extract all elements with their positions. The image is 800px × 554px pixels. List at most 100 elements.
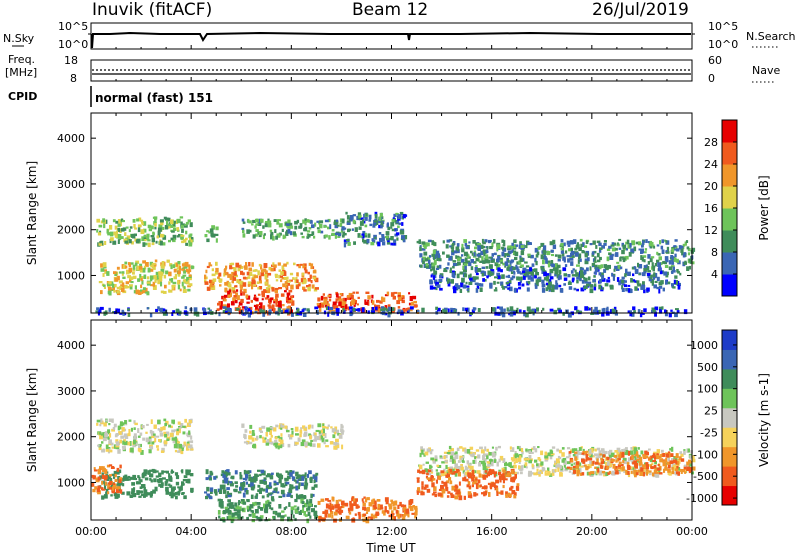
- echo-cell: [171, 429, 175, 433]
- echo-cell: [601, 308, 605, 312]
- echo-cell: [161, 261, 165, 266]
- echo-cell: [559, 288, 564, 293]
- echo-cell: [543, 245, 547, 251]
- echo-cell: [340, 500, 345, 506]
- echo-cell: [490, 260, 494, 263]
- echo-cell: [103, 475, 108, 480]
- echo-cell: [132, 219, 136, 223]
- echo-cell: [124, 420, 127, 425]
- echo-cell: [510, 485, 514, 489]
- echo-cell: [113, 271, 117, 275]
- echo-cell: [514, 474, 517, 479]
- echo-cell: [113, 470, 117, 475]
- echo-cell: [137, 448, 142, 452]
- echo-cell: [450, 279, 454, 284]
- echo-cell: [246, 271, 250, 276]
- echo-cell: [253, 476, 256, 480]
- echo-cell: [534, 459, 538, 463]
- echo-cell: [176, 262, 179, 267]
- echo-cell: [250, 482, 254, 488]
- echo-cell: [311, 508, 314, 512]
- echo-cell: [211, 279, 215, 284]
- echo-cell: [102, 437, 107, 442]
- echo-cell: [135, 260, 140, 264]
- echo-cell: [566, 240, 571, 245]
- echo-cell: [150, 479, 153, 483]
- echo-cell: [248, 435, 253, 440]
- echo-cell: [324, 234, 328, 238]
- echo-cell: [641, 272, 646, 277]
- echo-cell: [619, 256, 624, 259]
- echo-cell: [331, 505, 335, 510]
- echo-cell: [596, 240, 601, 244]
- echo-cell: [116, 266, 120, 270]
- echo-cell: [395, 509, 398, 514]
- echo-cell: [93, 467, 96, 470]
- echo-cell: [436, 284, 441, 288]
- echo-cell: [266, 494, 270, 498]
- echo-cell: [476, 276, 479, 280]
- echo-cell: [163, 440, 168, 445]
- echo-cell: [175, 308, 180, 314]
- echo-cell: [421, 449, 424, 455]
- echo-cell: [427, 259, 431, 264]
- echo-cell: [615, 459, 618, 463]
- echo-cell: [424, 484, 429, 488]
- echo-cell: [461, 455, 465, 459]
- echo-cell: [225, 494, 228, 499]
- echo-cell: [449, 458, 454, 462]
- echo-cell: [630, 447, 633, 450]
- echo-cell: [269, 504, 272, 510]
- echo-cell: [397, 306, 401, 309]
- echo-cell: [106, 477, 110, 481]
- echo-cell: [332, 434, 336, 439]
- echo-cell: [281, 510, 285, 513]
- echo-cell: [166, 220, 169, 226]
- echo-cell: [187, 269, 192, 273]
- echo-cell: [474, 456, 477, 460]
- echo-cell: [254, 473, 258, 477]
- echo-cell: [244, 265, 248, 270]
- echo-cell: [606, 463, 610, 467]
- echo-cell: [365, 518, 370, 524]
- colorbar-segment: [722, 230, 737, 253]
- echo-cell: [132, 474, 136, 479]
- echo-cell: [462, 477, 467, 482]
- echo-cell: [262, 488, 266, 492]
- echo-cell: [296, 480, 299, 484]
- echo-cell: [280, 489, 285, 495]
- echo-cell: [219, 284, 222, 287]
- echo-cell: [406, 508, 409, 513]
- echo-cell: [475, 493, 479, 496]
- echo-cell: [643, 251, 647, 254]
- echo-cell: [537, 279, 541, 282]
- echo-cell: [217, 510, 221, 515]
- echo-cell: [321, 437, 325, 443]
- echo-cell: [400, 311, 404, 316]
- echo-cell: [248, 267, 252, 272]
- echo-cell: [513, 244, 516, 248]
- echo-cell: [236, 295, 240, 301]
- echo-cell: [477, 470, 480, 474]
- echo-cell: [177, 280, 180, 285]
- echo-cell: [561, 252, 565, 257]
- echo-cell: [304, 496, 307, 499]
- echo-cell: [220, 501, 224, 506]
- echo-cell: [190, 435, 193, 440]
- echo-cell: [365, 511, 369, 514]
- echo-cell: [678, 467, 681, 471]
- echo-cell: [679, 272, 682, 276]
- echo-cell: [441, 480, 444, 484]
- echo-cell: [687, 448, 690, 453]
- echo-cell: [168, 224, 171, 229]
- echo-cell: [154, 486, 158, 492]
- echo-cell: [269, 437, 272, 442]
- echo-cell: [552, 244, 557, 250]
- echo-cell: [206, 265, 210, 269]
- echo-cell: [661, 449, 664, 453]
- echo-cell: [187, 448, 190, 451]
- echo-cell: [154, 259, 158, 263]
- echo-cell: [651, 472, 655, 477]
- echo-cell: [535, 279, 539, 283]
- echo-cell: [672, 460, 677, 464]
